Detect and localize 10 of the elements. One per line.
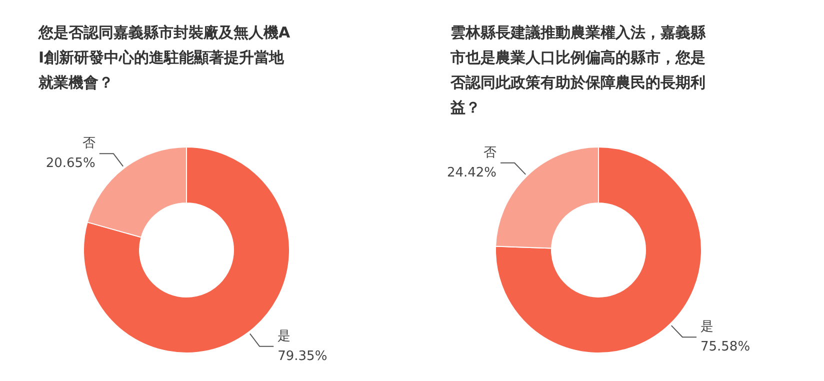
data-label: 24.42% [446, 165, 497, 180]
data-label: 79.35% [278, 348, 328, 364]
chart-title: 您是否認同嘉義縣市封裝廠及無人機AI創新研發中心的進駐能顯著提升當地就業機會？ [38, 24, 290, 92]
slice-label: 是 [278, 328, 291, 344]
slice-label: 否 [484, 145, 497, 160]
slice-label: 是 [700, 320, 714, 335]
chart-title: 雲林縣長建議推動農業權入法，嘉義縣市也是農業人口比例偏高的縣市，您是否認同此政策有助於保障農民的長期利益？ [450, 24, 706, 116]
data-label: 20.65% [46, 156, 96, 172]
data-label: 75.58% [700, 340, 750, 355]
slice-label: 否 [82, 136, 96, 152]
